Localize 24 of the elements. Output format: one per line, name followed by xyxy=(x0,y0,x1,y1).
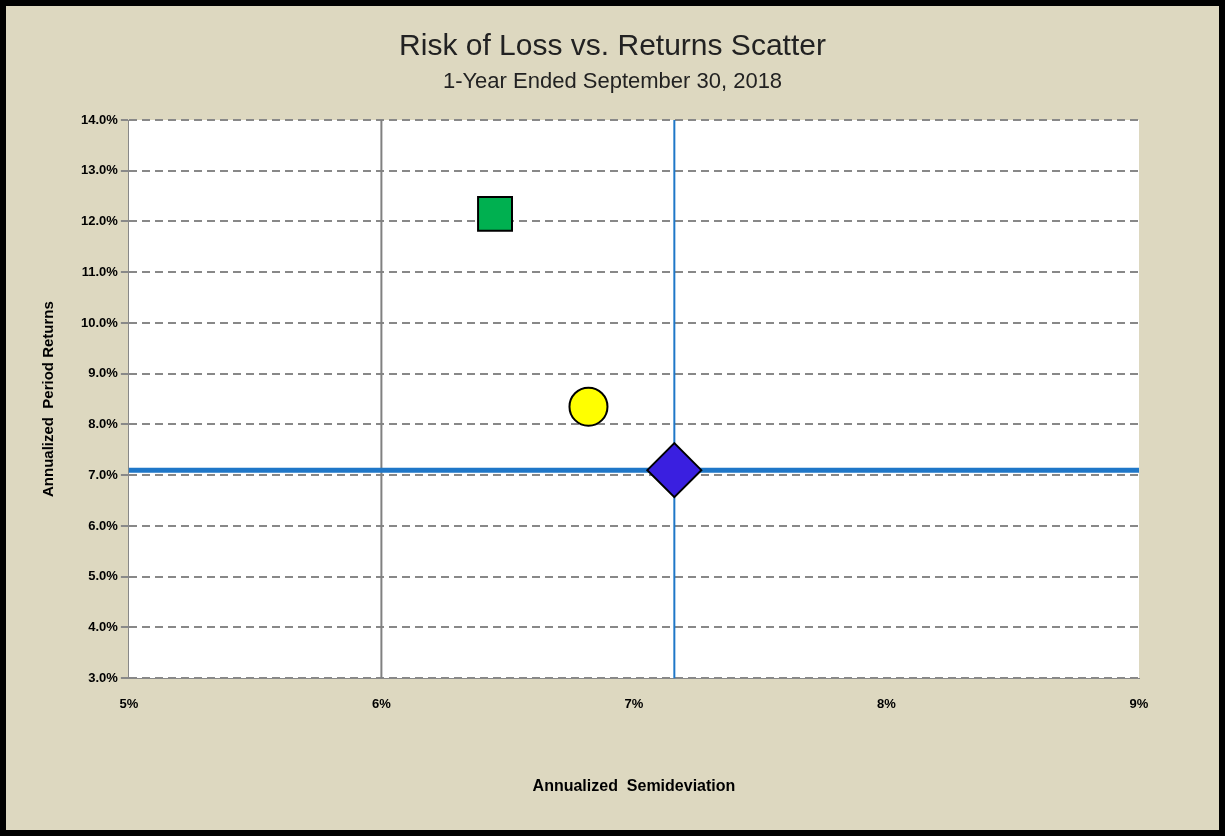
y-tick-label: 10.0% xyxy=(80,314,119,330)
x-tick-label: 7% xyxy=(624,695,644,711)
y-tick-label: 9.0% xyxy=(88,365,119,381)
x-tick-label: 8% xyxy=(877,695,897,711)
y-tick-label: 6.0% xyxy=(88,517,119,533)
y-tick-label: 3.0% xyxy=(88,669,119,685)
y-tick-label: 12.0% xyxy=(80,213,119,229)
chart-title: Risk of Loss vs. Returns Scatter xyxy=(398,28,827,62)
y-tick-label: 8.0% xyxy=(88,416,119,432)
x-tick-label: 9% xyxy=(1129,695,1149,711)
point xyxy=(646,442,703,499)
y-tick-label: 7.0% xyxy=(88,466,119,482)
x-axis-title: Annualized Semideviation xyxy=(532,776,736,794)
point xyxy=(568,386,609,427)
y-axis-title: Annualized Period Returns xyxy=(39,301,57,498)
y-tick-label: 11.0% xyxy=(81,263,119,279)
y-tick-label: 13.0% xyxy=(80,162,119,178)
chart-subtitle: 1-Year Ended September 30, 2018 xyxy=(441,68,784,94)
y-tick-label: 14.0% xyxy=(80,111,119,127)
y-tick-label: 5.0% xyxy=(88,568,119,584)
x-tick-label: 6% xyxy=(372,695,392,711)
y-tick-label: 4.0% xyxy=(88,619,119,635)
point xyxy=(477,195,514,232)
x-tick-label: 5% xyxy=(119,695,139,711)
